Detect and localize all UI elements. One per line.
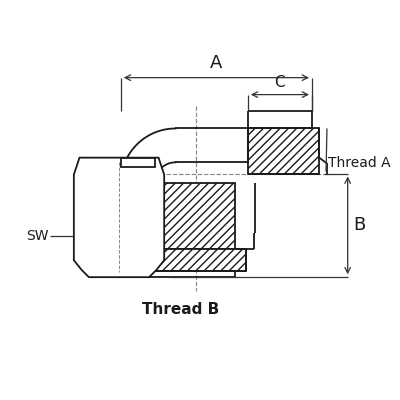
Polygon shape <box>74 158 164 277</box>
Polygon shape <box>121 158 155 167</box>
Text: SW: SW <box>26 229 48 243</box>
Text: C: C <box>275 75 285 90</box>
Text: B: B <box>353 216 366 234</box>
Bar <box>248 128 320 174</box>
Bar <box>142 249 246 270</box>
Text: A: A <box>210 54 222 72</box>
Text: Thread B: Thread B <box>142 302 219 317</box>
Bar <box>142 183 235 249</box>
Text: Thread A: Thread A <box>328 156 390 170</box>
